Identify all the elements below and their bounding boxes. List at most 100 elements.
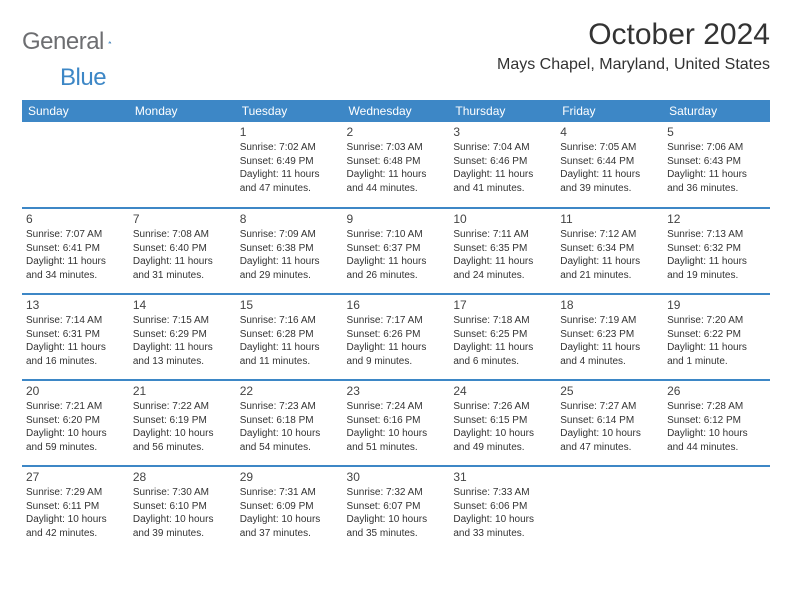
day-number: 10 xyxy=(453,212,552,226)
day-number: 16 xyxy=(347,298,446,312)
logo-sail-icon xyxy=(108,33,112,51)
calendar-body: 1 Sunrise: 7:02 AMSunset: 6:49 PMDaylight… xyxy=(22,122,770,552)
calendar-cell-empty xyxy=(556,466,663,552)
location: Mays Chapel, Maryland, United States xyxy=(497,56,770,74)
calendar-cell: 4Sunrise: 7:05 AMSunset: 6:44 PMDaylight… xyxy=(556,122,663,208)
day-info: Sunrise: 7:16 AMSunset: 6:28 PMDaylight:… xyxy=(240,314,339,368)
day-info: Sunrise: 7:30 AMSunset: 6:10 PMDaylight:… xyxy=(133,486,232,540)
calendar-cell: 11Sunrise: 7:12 AMSunset: 6:34 PMDayligh… xyxy=(556,208,663,294)
day-header: Monday xyxy=(129,100,236,122)
day-number: 12 xyxy=(667,212,766,226)
day-header-row: SundayMondayTuesdayWednesdayThursdayFrid… xyxy=(22,100,770,122)
day-number: 7 xyxy=(133,212,232,226)
day-info: Sunrise: 7:09 AMSunset: 6:38 PMDaylight:… xyxy=(240,228,339,282)
calendar-cell: 29 Sunrise: 7:31 AMSunset: 6:09 PMDayligh… xyxy=(236,466,343,552)
day-header: Sunday xyxy=(22,100,129,122)
day-number: 23 xyxy=(347,384,446,398)
logo-text-general: General xyxy=(22,28,104,56)
calendar-cell: 23 Sunrise: 7:24 AMSunset: 6:16 PMDayligh… xyxy=(343,380,450,466)
day-info: Sunrise: 7:29 AMSunset: 6:11 PMDaylight:… xyxy=(26,486,125,540)
calendar-cell: 7Sunrise: 7:08 AMSunset: 6:40 PMDaylight… xyxy=(129,208,236,294)
calendar-cell: 25 Sunrise: 7:27 AMSunset: 6:14 PMDayligh… xyxy=(556,380,663,466)
day-info: Sunrise: 7:24 AMSunset: 6:16 PMDaylight:… xyxy=(347,400,446,454)
day-info: Sunrise: 7:26 AMSunset: 6:15 PMDaylight:… xyxy=(453,400,552,454)
day-number: 31 xyxy=(453,470,552,484)
day-info: Sunrise: 7:18 AMSunset: 6:25 PMDaylight:… xyxy=(453,314,552,368)
calendar-row: 13 Sunrise: 7:14 AMSunset: 6:31 PMDayligh… xyxy=(22,294,770,380)
day-number: 11 xyxy=(560,212,659,226)
day-number: 1 xyxy=(240,125,339,139)
day-info: Sunrise: 7:21 AMSunset: 6:20 PMDaylight:… xyxy=(26,400,125,454)
day-info: Sunrise: 7:03 AMSunset: 6:48 PMDaylight:… xyxy=(347,141,446,195)
day-info: Sunrise: 7:17 AMSunset: 6:26 PMDaylight:… xyxy=(347,314,446,368)
day-info: Sunrise: 7:10 AMSunset: 6:37 PMDaylight:… xyxy=(347,228,446,282)
day-number: 25 xyxy=(560,384,659,398)
calendar-cell: 21Sunrise: 7:22 AMSunset: 6:19 PMDayligh… xyxy=(129,380,236,466)
day-info: Sunrise: 7:14 AMSunset: 6:31 PMDaylight:… xyxy=(26,314,125,368)
day-number: 18 xyxy=(560,298,659,312)
day-info: Sunrise: 7:02 AMSunset: 6:49 PMDaylight:… xyxy=(240,141,339,195)
day-info: Sunrise: 7:23 AMSunset: 6:18 PMDaylight:… xyxy=(240,400,339,454)
logo-text-blue: Blue xyxy=(60,64,106,92)
day-number: 13 xyxy=(26,298,125,312)
day-number: 27 xyxy=(26,470,125,484)
day-number: 19 xyxy=(667,298,766,312)
day-header: Friday xyxy=(556,100,663,122)
day-number: 26 xyxy=(667,384,766,398)
day-number: 24 xyxy=(453,384,552,398)
day-number: 14 xyxy=(133,298,232,312)
calendar-cell: 30Sunrise: 7:32 AMSunset: 6:07 PMDayligh… xyxy=(343,466,450,552)
calendar-page: General October 2024 Mays Chapel, Maryla… xyxy=(0,0,792,562)
calendar-cell: 2Sunrise: 7:03 AMSunset: 6:48 PMDaylight… xyxy=(343,122,450,208)
calendar-row: 6Sunrise: 7:07 AMSunset: 6:41 PMDaylight… xyxy=(22,208,770,294)
calendar-cell: 26Sunrise: 7:28 AMSunset: 6:12 PMDayligh… xyxy=(663,380,770,466)
day-number: 30 xyxy=(347,470,446,484)
calendar-row: 27 Sunrise: 7:29 AMSunset: 6:11 PMDayligh… xyxy=(22,466,770,552)
day-number: 17 xyxy=(453,298,552,312)
day-info: Sunrise: 7:20 AMSunset: 6:22 PMDaylight:… xyxy=(667,314,766,368)
calendar-cell: 27 Sunrise: 7:29 AMSunset: 6:11 PMDayligh… xyxy=(22,466,129,552)
calendar-cell: 22 Sunrise: 7:23 AMSunset: 6:18 PMDayligh… xyxy=(236,380,343,466)
calendar-cell: 17 Sunrise: 7:18 AMSunset: 6:25 PMDayligh… xyxy=(449,294,556,380)
calendar-cell: 1 Sunrise: 7:02 AMSunset: 6:49 PMDaylight… xyxy=(236,122,343,208)
day-info: Sunrise: 7:13 AMSunset: 6:32 PMDaylight:… xyxy=(667,228,766,282)
day-header: Saturday xyxy=(663,100,770,122)
day-number: 5 xyxy=(667,125,766,139)
calendar-cell: 28 Sunrise: 7:30 AMSunset: 6:10 PMDayligh… xyxy=(129,466,236,552)
day-info: Sunrise: 7:04 AMSunset: 6:46 PMDaylight:… xyxy=(453,141,552,195)
day-info: Sunrise: 7:27 AMSunset: 6:14 PMDaylight:… xyxy=(560,400,659,454)
calendar-cell: 12 Sunrise: 7:13 AMSunset: 6:32 PMDayligh… xyxy=(663,208,770,294)
calendar-cell: 18 Sunrise: 7:19 AMSunset: 6:23 PMDayligh… xyxy=(556,294,663,380)
calendar-cell-empty xyxy=(129,122,236,208)
day-number: 6 xyxy=(26,212,125,226)
day-number: 3 xyxy=(453,125,552,139)
day-number: 28 xyxy=(133,470,232,484)
day-info: Sunrise: 7:31 AMSunset: 6:09 PMDaylight:… xyxy=(240,486,339,540)
calendar-cell: 5 Sunrise: 7:06 AMSunset: 6:43 PMDaylight… xyxy=(663,122,770,208)
month-title: October 2024 xyxy=(497,18,770,52)
calendar-cell: 16 Sunrise: 7:17 AMSunset: 6:26 PMDayligh… xyxy=(343,294,450,380)
calendar-cell: 8 Sunrise: 7:09 AMSunset: 6:38 PMDaylight… xyxy=(236,208,343,294)
calendar-cell-empty xyxy=(22,122,129,208)
day-number: 9 xyxy=(347,212,446,226)
day-number: 8 xyxy=(240,212,339,226)
day-info: Sunrise: 7:11 AMSunset: 6:35 PMDaylight:… xyxy=(453,228,552,282)
calendar-cell: 31 Sunrise: 7:33 AMSunset: 6:06 PMDayligh… xyxy=(449,466,556,552)
day-number: 4 xyxy=(560,125,659,139)
day-header: Tuesday xyxy=(236,100,343,122)
calendar-table: SundayMondayTuesdayWednesdayThursdayFrid… xyxy=(22,100,770,552)
calendar-cell: 14Sunrise: 7:15 AMSunset: 6:29 PMDayligh… xyxy=(129,294,236,380)
day-info: Sunrise: 7:33 AMSunset: 6:06 PMDaylight:… xyxy=(453,486,552,540)
calendar-cell: 15 Sunrise: 7:16 AMSunset: 6:28 PMDayligh… xyxy=(236,294,343,380)
day-header: Wednesday xyxy=(343,100,450,122)
day-info: Sunrise: 7:19 AMSunset: 6:23 PMDaylight:… xyxy=(560,314,659,368)
calendar-row: 20Sunrise: 7:21 AMSunset: 6:20 PMDayligh… xyxy=(22,380,770,466)
calendar-cell: 6Sunrise: 7:07 AMSunset: 6:41 PMDaylight… xyxy=(22,208,129,294)
day-number: 29 xyxy=(240,470,339,484)
day-number: 22 xyxy=(240,384,339,398)
calendar-cell: 20Sunrise: 7:21 AMSunset: 6:20 PMDayligh… xyxy=(22,380,129,466)
calendar-cell: 19 Sunrise: 7:20 AMSunset: 6:22 PMDayligh… xyxy=(663,294,770,380)
day-header: Thursday xyxy=(449,100,556,122)
day-number: 15 xyxy=(240,298,339,312)
day-info: Sunrise: 7:06 AMSunset: 6:43 PMDaylight:… xyxy=(667,141,766,195)
